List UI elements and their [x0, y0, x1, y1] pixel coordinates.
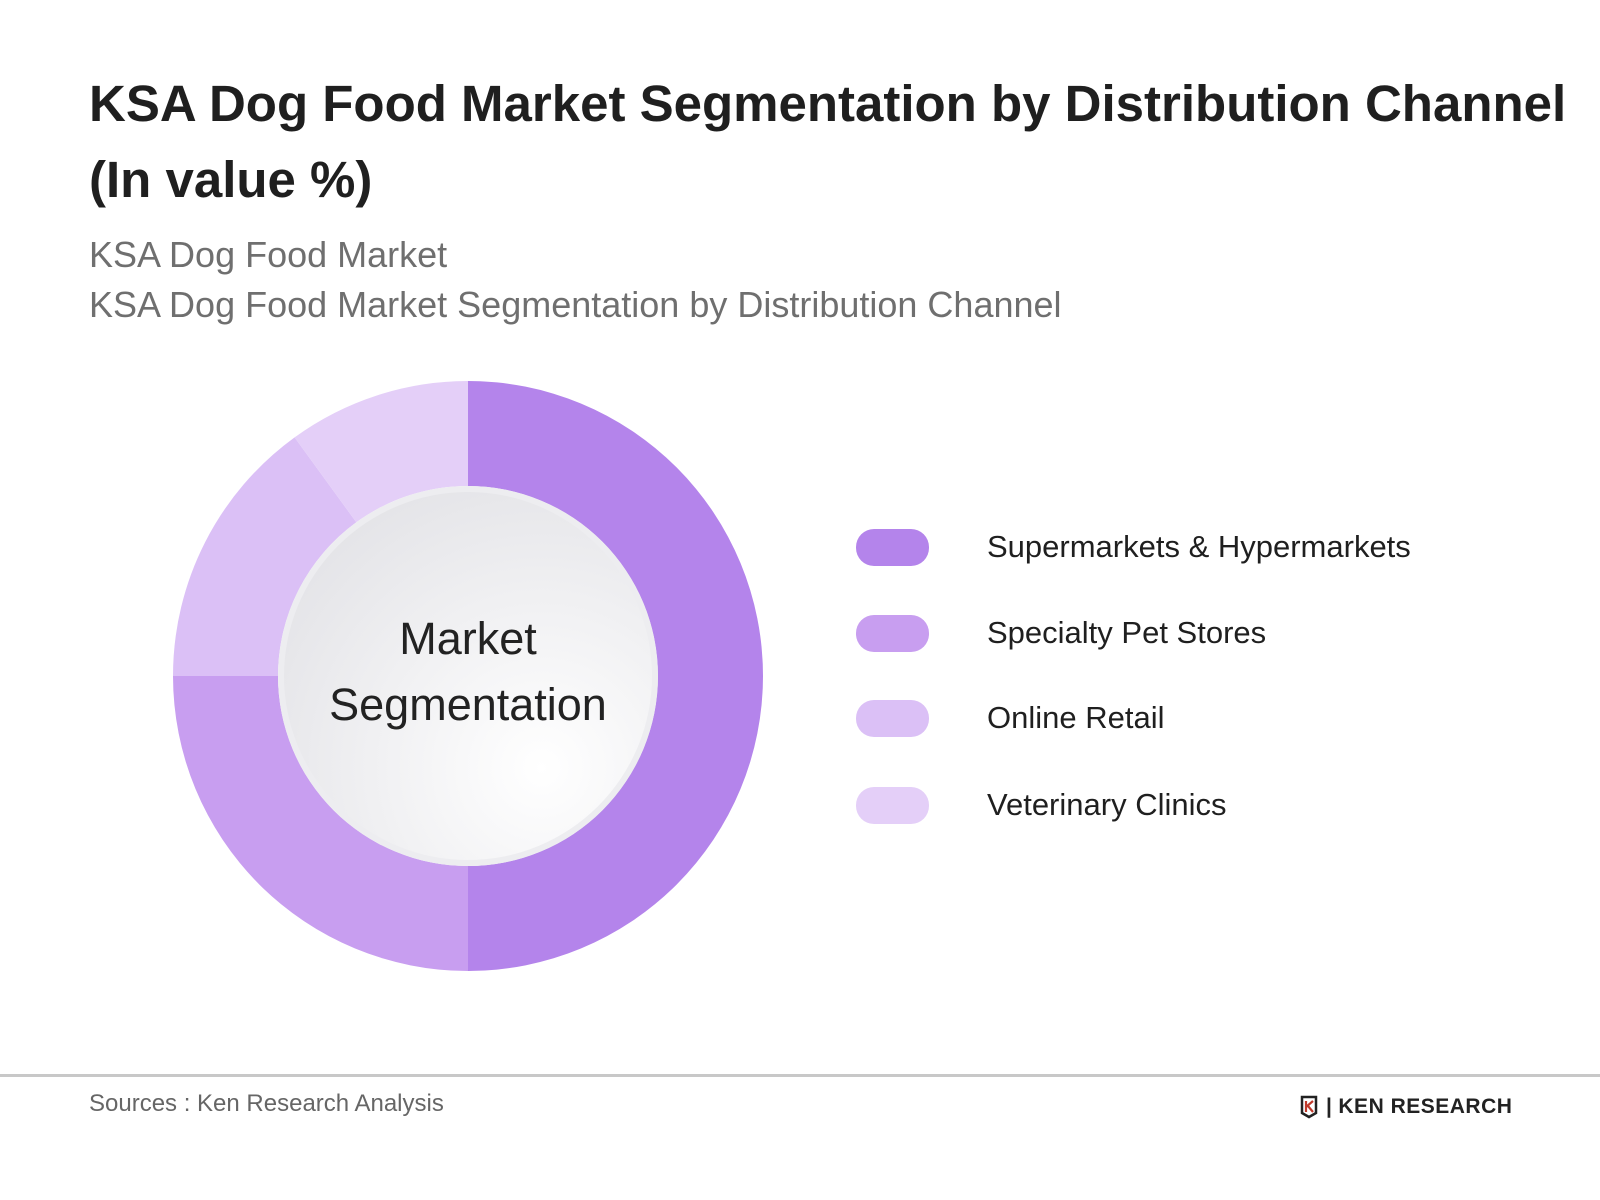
- legend-swatch: [856, 614, 929, 652]
- legend-item: Specialty Pet Stores: [856, 613, 1266, 653]
- ken-research-logo-icon: [1300, 1095, 1318, 1119]
- ken-research-logo: | KEN RESEARCH: [1300, 1095, 1512, 1119]
- legend-item: Online Retail: [856, 698, 1164, 738]
- footer-divider: [0, 1074, 1600, 1077]
- chart-subtitle: KSA Dog Food Market: [89, 234, 448, 275]
- chart-subtitle-2: KSA Dog Food Market Segmentation by Dist…: [89, 284, 1062, 325]
- legend-label: Specialty Pet Stores: [987, 615, 1267, 650]
- legend-item: Supermarkets & Hypermarkets: [856, 527, 1411, 567]
- legend-item: Veterinary Clinics: [856, 785, 1226, 825]
- slice-veterinary-clinics: [294, 381, 468, 523]
- donut-chart: [173, 381, 763, 971]
- center-label: Market Segmentation: [329, 613, 607, 730]
- slice-specialty-pet-stores: [173, 676, 468, 971]
- slice-supermarkets-hypermarkets: [468, 381, 763, 971]
- legend-swatch: [856, 699, 929, 737]
- slice-online-retail: [173, 437, 357, 676]
- legend-label: Online Retail: [987, 700, 1165, 735]
- legend-swatch: [856, 786, 929, 824]
- chart-title: KSA Dog Food Market Segmentation by Dist…: [89, 75, 1567, 208]
- legend-swatch: [856, 528, 929, 566]
- source-note: Sources : Ken Research Analysis: [89, 1090, 444, 1117]
- legend-label: Veterinary Clinics: [987, 787, 1227, 822]
- logo-text: KEN RESEARCH: [1338, 1095, 1513, 1118]
- donut-hole: [284, 492, 652, 860]
- legend-label: Supermarkets & Hypermarkets: [987, 529, 1411, 564]
